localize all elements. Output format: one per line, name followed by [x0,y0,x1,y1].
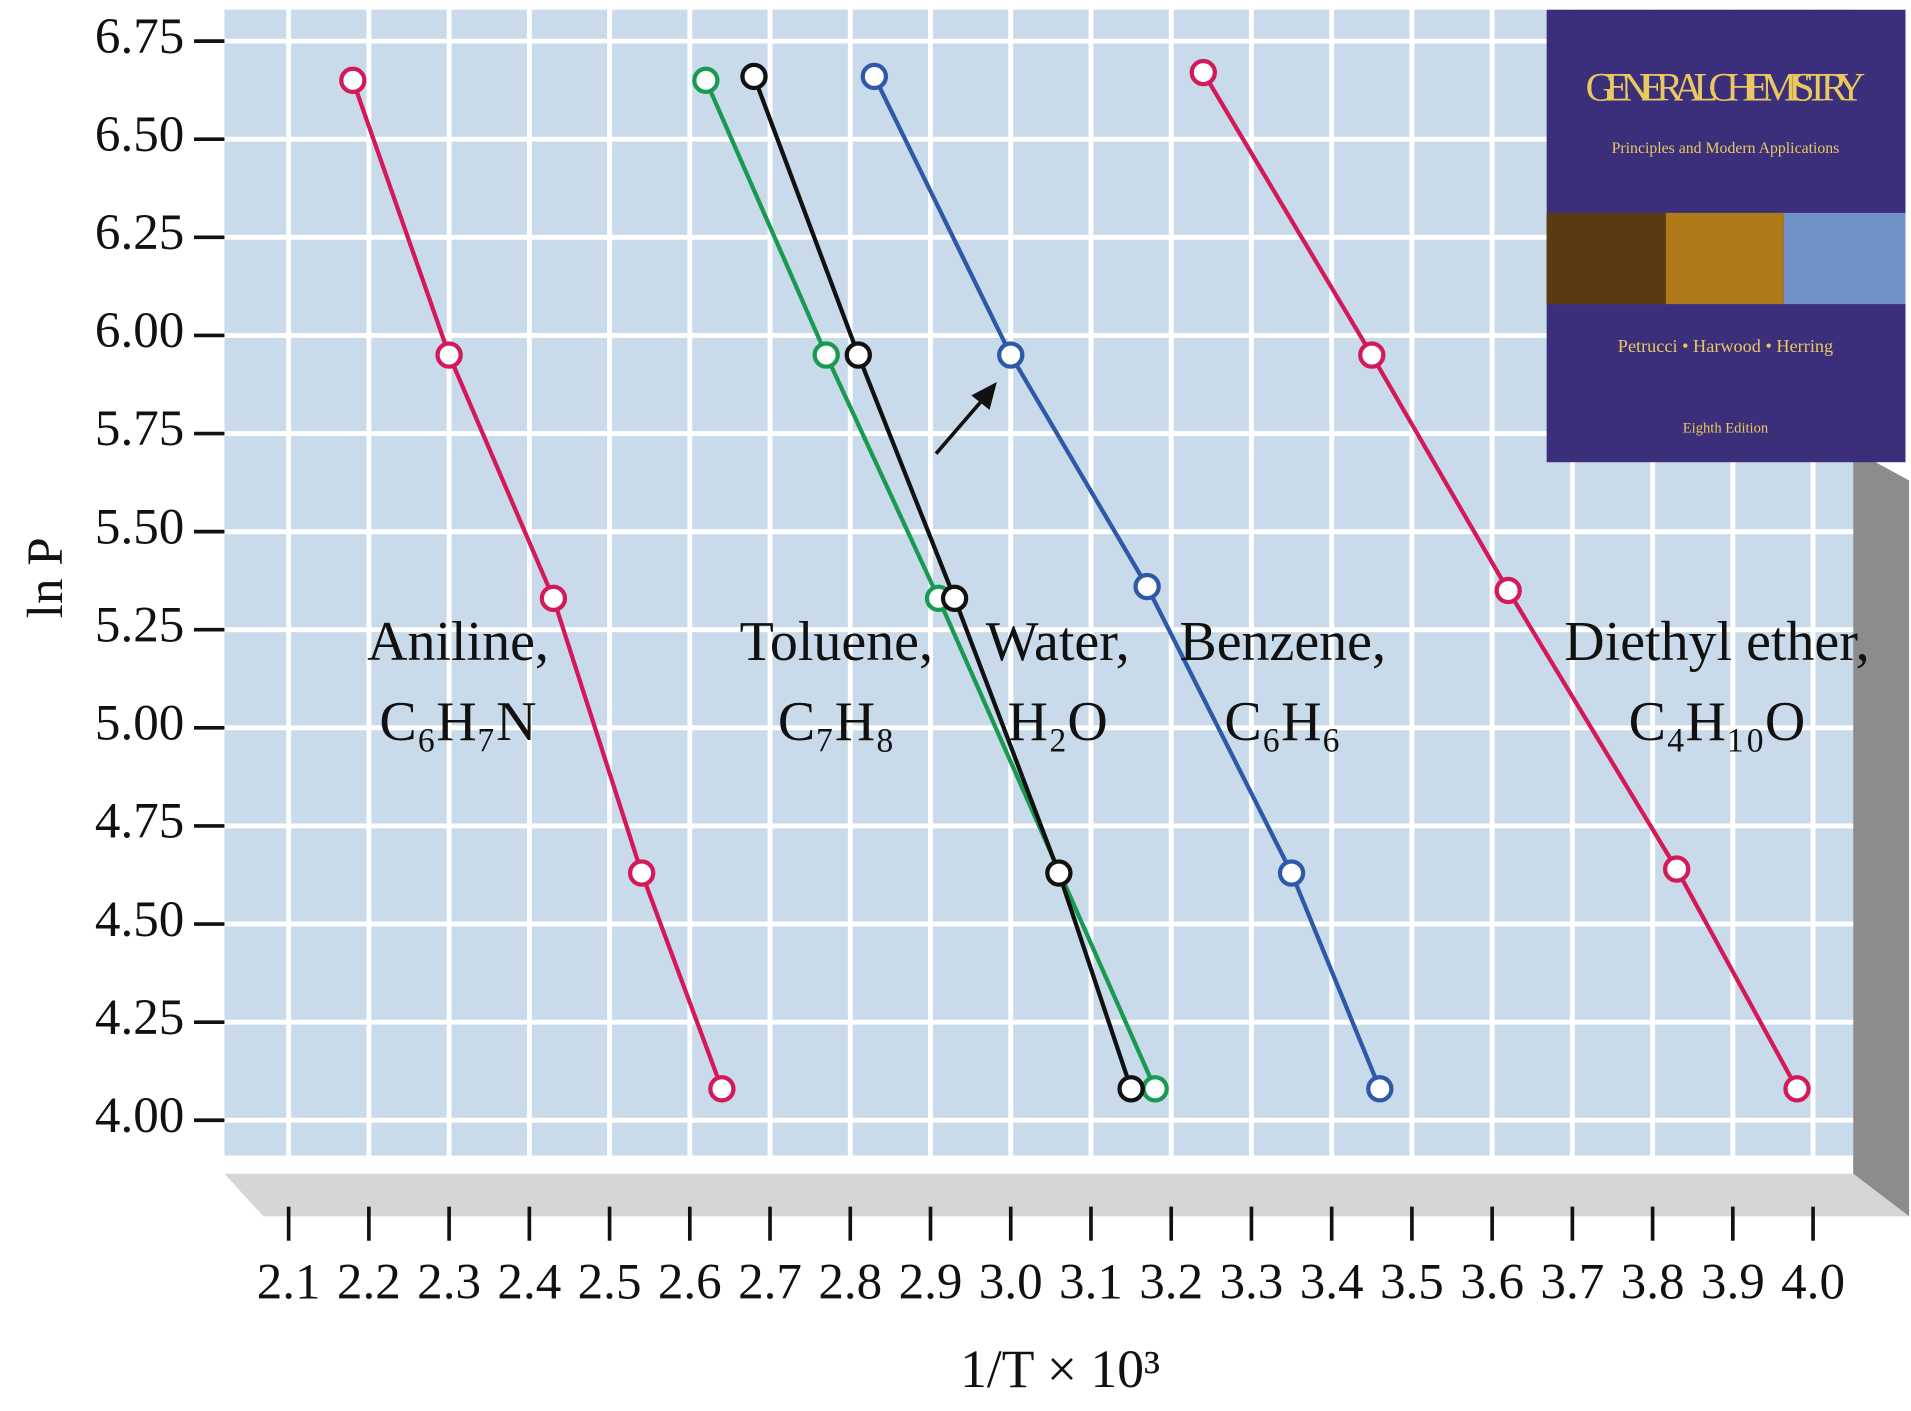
series-formula: C₆H₇N [379,691,536,753]
y-tick-label: 4.25 [95,989,184,1046]
cover-image [1547,213,1666,304]
x-tick-label: 3.1 [1059,1254,1123,1311]
x-tick-label: 2.1 [257,1254,321,1311]
data-point [1120,1077,1143,1100]
page: 2.1 2.2 2.3 2.4 2.5 2.6 2.7 2.8 2.9 3.0 3.1 3.2 3.3 3… [0,0,1911,1411]
data-point [694,69,717,92]
y-tick-label: 4.00 [95,1087,184,1144]
data-point [863,65,886,88]
data-point [542,587,565,610]
x-tick-label: 2.3 [417,1254,481,1311]
plot-side [1853,450,1909,1216]
data-point [742,65,765,88]
data-point [1144,1077,1167,1100]
data-point [1360,343,1383,366]
x-tick-label: 3.4 [1300,1254,1364,1311]
series-formula: H₂O [1008,691,1108,753]
chart: 2.1 2.2 2.3 2.4 2.5 2.6 2.7 2.8 2.9 3.0 3.1 3.2 3.3 3… [0,0,1911,1411]
y-tick-label: 5.00 [95,695,184,752]
cover-subtitle: Principles and Modern Applications [1612,140,1840,157]
data-point [1368,1077,1391,1100]
data-point [1280,861,1303,884]
y-tick-label: 6.25 [95,204,184,261]
data-point [1665,858,1688,881]
data-point [943,587,966,610]
series-label: Diethyl ether, [1564,611,1869,673]
y-tick-label: 5.25 [95,596,184,653]
x-tick-label: 2.6 [658,1254,722,1311]
data-point [1047,861,1070,884]
x-tick-label: 2.7 [738,1254,802,1311]
data-point [438,343,461,366]
y-tick-label: 6.50 [95,106,184,163]
cover-image [1784,213,1906,304]
series-formula: C₇H₈ [778,691,895,753]
x-tick-label: 2.8 [818,1254,882,1311]
cover-authors: Petrucci • Harwood • Herring [1618,336,1833,356]
x-tick-label: 3.6 [1460,1254,1524,1311]
x-tick-label: 2.4 [497,1254,561,1311]
cover-title: GENERAL CHEMISTRY [1586,64,1866,109]
x-tick-label: 3.0 [979,1254,1043,1311]
x-tick-label: 3.9 [1701,1254,1765,1311]
data-point [630,861,653,884]
y-tick-label: 4.50 [95,891,184,948]
cover-edition: Eighth Edition [1683,421,1769,437]
y-tick-label: 5.75 [95,400,184,457]
x-tick-label: 3.3 [1220,1254,1284,1311]
x-tick-label: 2.5 [578,1254,642,1311]
x-tick-label: 3.2 [1139,1254,1203,1311]
x-tick-label: 4.0 [1781,1254,1845,1311]
data-point [847,343,870,366]
y-tick-label: 6.00 [95,302,184,359]
book-cover: GENERAL CHEMISTRY Principles and Modern … [1547,10,1906,462]
series-label: Water, [986,611,1130,673]
data-point [710,1077,733,1100]
x-tick-label: 3.7 [1540,1254,1604,1311]
data-point [815,343,838,366]
series-formula: C₄H₁₀O [1629,691,1806,753]
cover-image [1666,213,1784,304]
data-point [1497,579,1520,602]
y-tick-label: 5.50 [95,498,184,555]
plot-base [224,1174,1909,1217]
data-point [341,69,364,92]
y-tick-label: 6.75 [95,8,184,65]
data-point [1192,61,1215,84]
series-label: Toluene, [740,611,933,673]
x-tick-label: 3.8 [1621,1254,1685,1311]
data-point [1785,1077,1808,1100]
data-point [999,343,1022,366]
x-tick-label: 2.9 [899,1254,963,1311]
y-axis-label: ln P [17,537,74,618]
series-label: Benzene, [1179,611,1386,673]
series-formula: C₆H₆ [1224,691,1341,753]
data-point [1136,575,1159,598]
y-tick-label: 4.75 [95,793,184,850]
x-axis-label: 1/T × 10³ [960,1339,1160,1399]
series-label: Aniline, [367,611,549,673]
x-tick-label: 3.5 [1380,1254,1444,1311]
x-tick-label: 2.2 [337,1254,401,1311]
